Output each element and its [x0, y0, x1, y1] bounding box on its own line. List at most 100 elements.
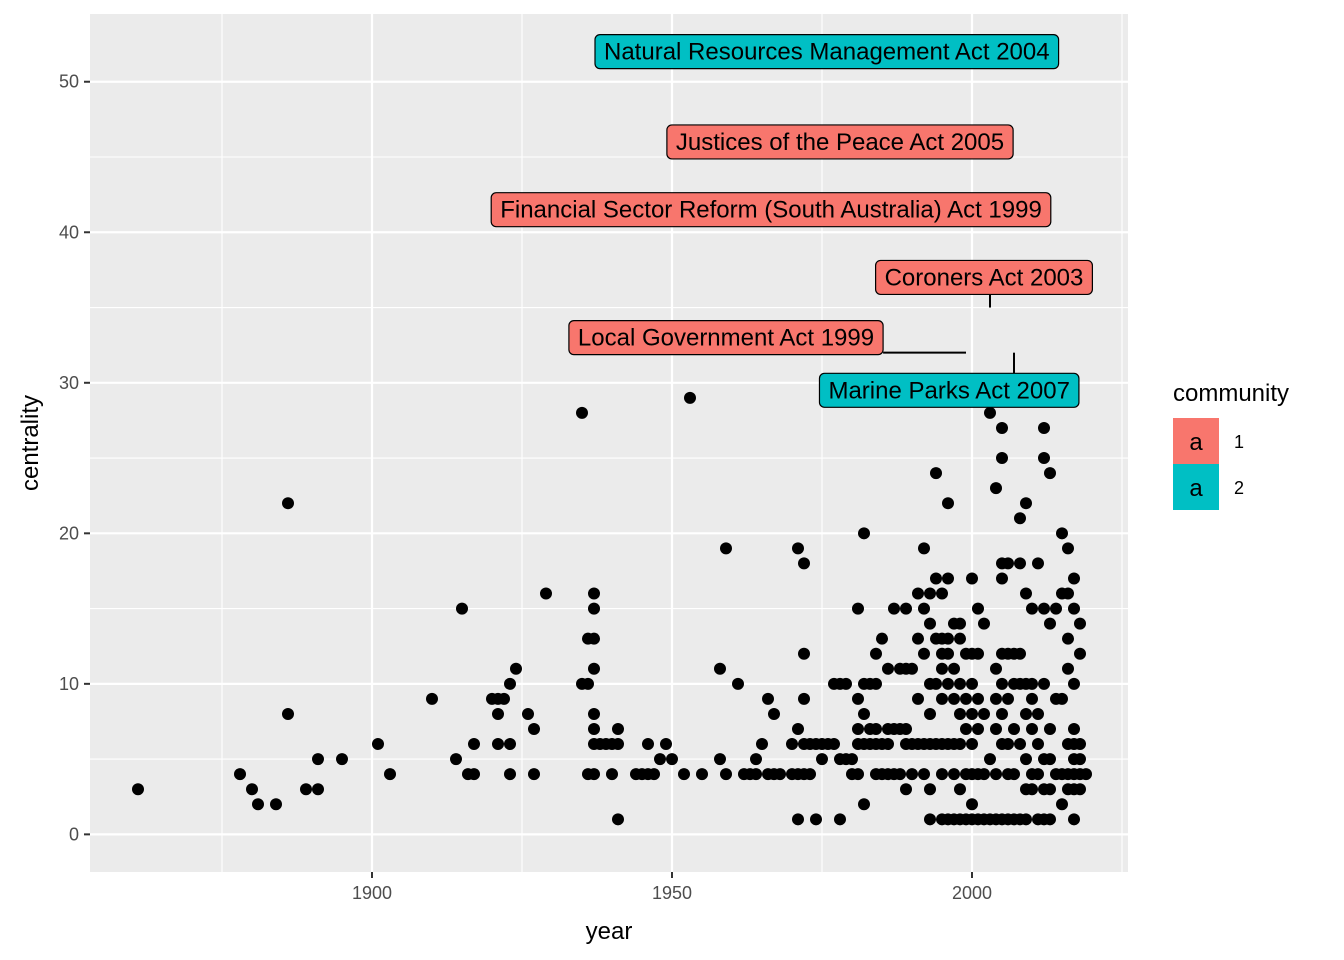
data-point [1038, 677, 1050, 690]
data-point [1074, 783, 1086, 796]
data-point [1056, 798, 1068, 811]
data-point [1068, 677, 1080, 690]
data-point [522, 707, 534, 720]
data-point [924, 617, 936, 630]
data-point [756, 738, 768, 751]
annotation-text: Marine Parks Act 2007 [828, 377, 1069, 404]
data-point [936, 662, 948, 675]
data-point [132, 783, 144, 796]
data-point [426, 692, 438, 705]
data-point [978, 617, 990, 630]
data-point [1068, 723, 1080, 735]
annotation-text: Local Government Act 1999 [578, 325, 874, 352]
data-point [906, 768, 918, 781]
data-point [918, 768, 930, 781]
data-point [1002, 557, 1014, 570]
data-point [810, 813, 822, 826]
data-point [906, 662, 918, 675]
data-point [678, 768, 690, 781]
data-point [336, 753, 348, 766]
data-point [1014, 647, 1026, 660]
data-point [234, 768, 246, 781]
data-point [1038, 421, 1050, 434]
data-point [846, 753, 858, 766]
data-point [918, 602, 930, 615]
data-point [510, 662, 522, 675]
data-point [588, 723, 600, 735]
data-point [1002, 692, 1014, 705]
data-point [1014, 557, 1026, 570]
legend-key-glyph: a [1189, 429, 1203, 456]
data-point [612, 813, 624, 826]
data-point [990, 692, 1002, 705]
data-point [966, 677, 978, 690]
y-tick-label: 40 [59, 222, 79, 242]
data-point [1062, 587, 1074, 600]
annotation-box [875, 259, 1093, 296]
y-axis-title: centrality [17, 395, 44, 491]
data-point [504, 677, 516, 690]
data-point [714, 662, 726, 675]
data-point [996, 677, 1008, 690]
data-point [732, 677, 744, 690]
legend-label: 2 [1234, 478, 1244, 498]
data-point [936, 692, 948, 705]
data-point [1032, 707, 1044, 720]
data-point [804, 768, 816, 781]
annotations: Natural Resources Management Act 2004 Jus… [490, 34, 1093, 408]
data-point [576, 406, 588, 419]
data-point [960, 692, 972, 705]
data-point [504, 738, 516, 751]
data-point [1062, 632, 1074, 645]
data-point [978, 768, 990, 781]
legend-key [1173, 464, 1219, 510]
annotation-box [818, 372, 1080, 408]
data-point [384, 768, 396, 781]
data-point [852, 723, 864, 735]
data-point [972, 647, 984, 660]
data-point [774, 768, 786, 781]
data-point [882, 738, 894, 751]
annotation-label: Natural Resources Management Act 2004 [594, 34, 1060, 70]
data-point [456, 602, 468, 615]
data-point [1020, 753, 1032, 766]
data-point [1074, 753, 1086, 766]
y-axis: 0 10 20 30 40 50 [59, 72, 90, 844]
data-point [666, 753, 678, 766]
data-point [990, 482, 1002, 495]
data-point [972, 602, 984, 615]
x-tick-label: 1900 [352, 883, 392, 903]
data-point [954, 677, 966, 690]
annotation-label: Marine Parks Act 2007 [818, 352, 1080, 408]
data-point [978, 707, 990, 720]
data-point [498, 692, 510, 705]
annotation-box [490, 192, 1052, 228]
data-point [828, 738, 840, 751]
data-points [132, 376, 1092, 826]
data-point [996, 707, 1008, 720]
data-point [1032, 768, 1044, 781]
data-point [942, 572, 954, 585]
data-point [876, 632, 888, 645]
data-point [930, 677, 942, 690]
data-point [912, 632, 924, 645]
data-point [1020, 587, 1032, 600]
data-point [588, 587, 600, 600]
data-point [588, 662, 600, 675]
annotation-text: Natural Resources Management Act 2004 [604, 39, 1050, 66]
data-point [1056, 527, 1068, 540]
data-point [246, 783, 258, 796]
data-point [1008, 723, 1020, 735]
data-point [1062, 542, 1074, 555]
data-point [750, 768, 762, 781]
data-point [990, 723, 1002, 735]
data-point [948, 662, 960, 675]
data-point [372, 738, 384, 751]
data-point [858, 798, 870, 811]
data-point [1008, 768, 1020, 781]
data-point [1020, 497, 1032, 510]
data-point [990, 662, 1002, 675]
data-point [930, 572, 942, 585]
data-point [282, 707, 294, 720]
